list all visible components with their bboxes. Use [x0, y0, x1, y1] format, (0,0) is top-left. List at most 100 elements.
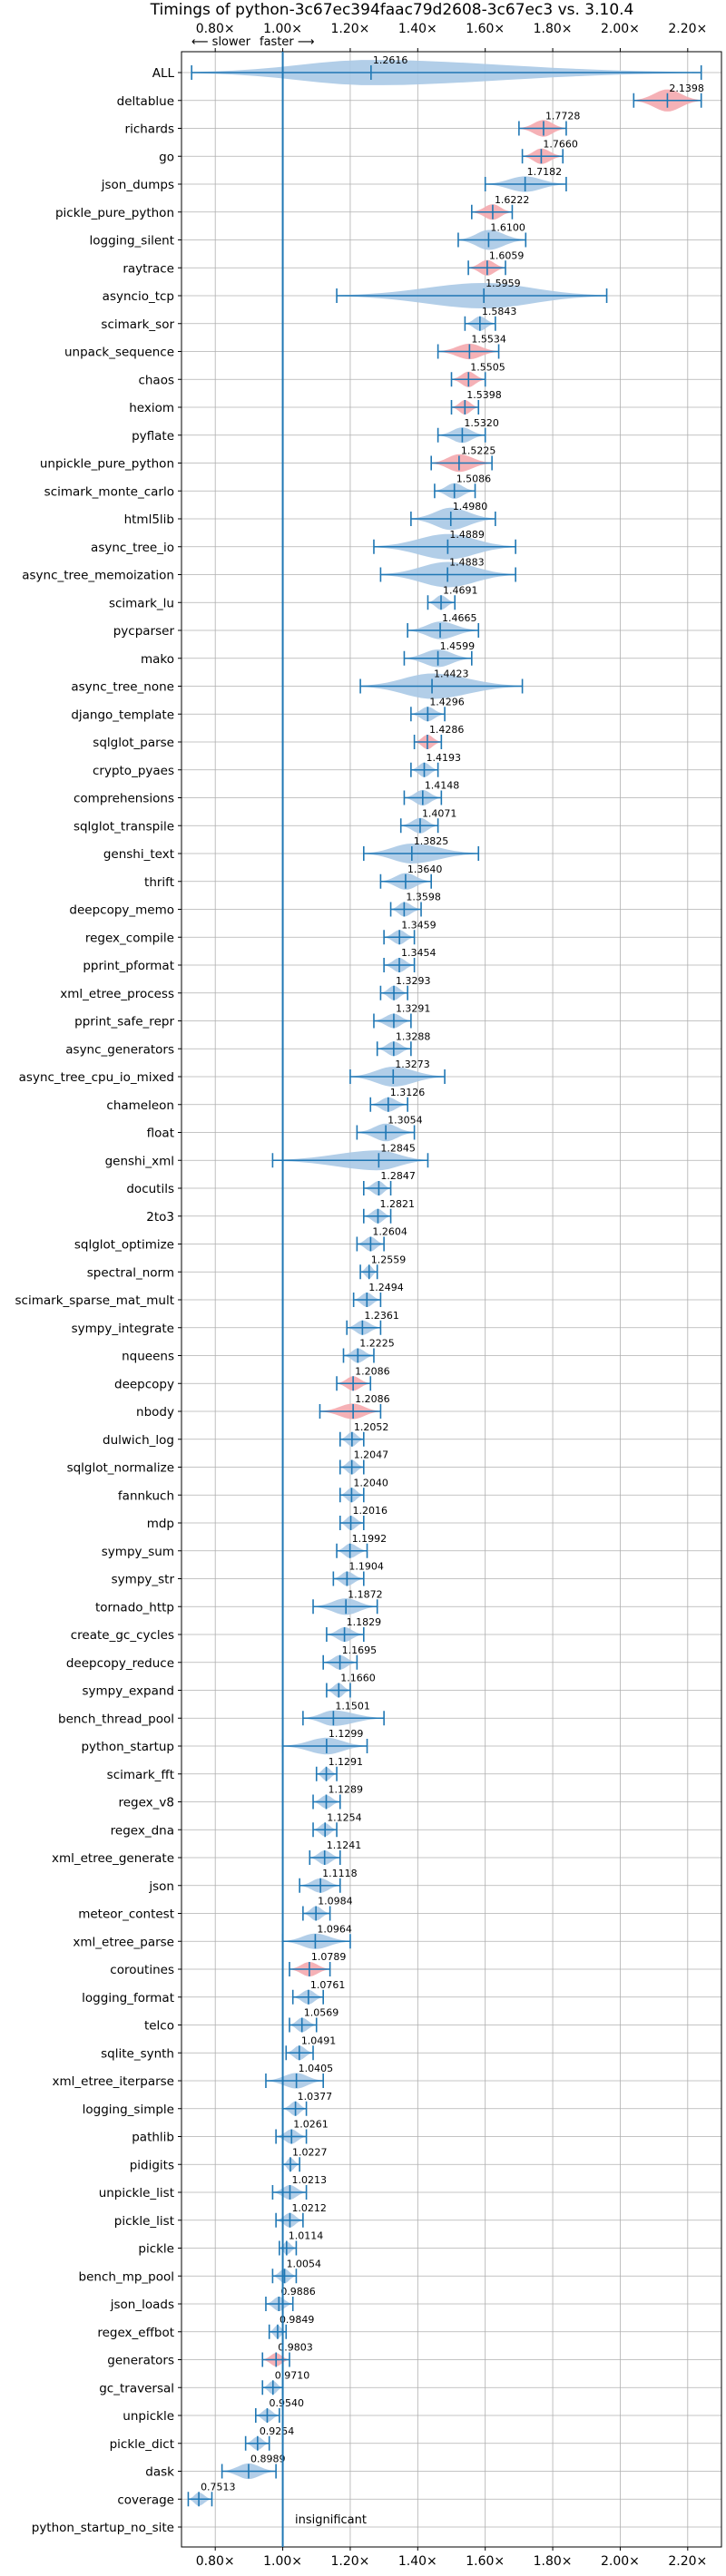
violin-pidigits: 1.0227 [281, 2146, 328, 2172]
category-label: scimark_monte_carlo [44, 484, 174, 499]
category-label: sqlglot_optimize [74, 1238, 174, 1253]
violin-pyflate: 1.5320 [437, 417, 499, 444]
category-label: bench_thread_pool [58, 1712, 174, 1726]
value-label: 1.2225 [359, 1338, 395, 1350]
violin-xml_etree_process: 1.3293 [379, 975, 431, 1000]
value-label: 1.3126 [390, 1087, 426, 1098]
category-label: pathlib [132, 2131, 174, 2145]
category-label: pprint_pformat [83, 959, 174, 973]
violin-sqlglot_normalize: 1.2047 [338, 1449, 389, 1475]
category-label: 2to3 [146, 1210, 174, 1225]
category-label: xml_etree_iterparse [53, 2074, 175, 2089]
violin-xml_etree_generate: 1.1241 [309, 1839, 361, 1865]
violin-regex_effbot: 0.9849 [268, 2314, 315, 2339]
violin-bench_mp_pool: 1.0054 [271, 2258, 322, 2284]
value-label: 1.4980 [453, 501, 487, 512]
category-label: sqlglot_normalize [67, 1461, 174, 1476]
violin-thrift: 1.3640 [379, 864, 442, 890]
violin-pickle_dict: 0.9254 [244, 2425, 295, 2451]
category-label: deepcopy_memo [69, 903, 174, 918]
category-label: dulwich_log [103, 1433, 174, 1448]
x-tick-label-top: 2.20× [668, 22, 707, 36]
value-label: 1.1695 [342, 1644, 378, 1656]
violin-2to3: 1.2821 [363, 1198, 415, 1224]
value-label: 1.6059 [489, 249, 525, 261]
violin-meteor_contest: 1.0984 [302, 1896, 353, 1921]
violin-coverage: 0.7513 [187, 2481, 236, 2507]
value-label: 1.7728 [545, 111, 581, 122]
value-label: 0.8989 [250, 2454, 286, 2465]
category-label: pidigits [130, 2158, 174, 2172]
violin-sqlglot_optimize: 1.2604 [356, 1226, 407, 1252]
value-label: 1.3598 [406, 892, 441, 903]
category-label: scimark_sparse_mat_mult [15, 1293, 174, 1308]
value-label: 1.4296 [429, 696, 465, 707]
category-label: mako [141, 652, 174, 667]
value-label: 0.7513 [201, 2481, 236, 2493]
violin-genshi_xml: 1.2845 [271, 1142, 429, 1171]
category-label: deepcopy [114, 1377, 174, 1391]
value-label: 1.0227 [292, 2146, 328, 2158]
x-tick-label-bottom: 1.80× [534, 2554, 573, 2569]
value-label: 1.1660 [340, 1673, 376, 1684]
violin-ALL: 1.2616 [191, 54, 702, 85]
value-label: 1.5320 [464, 417, 499, 429]
value-label: 0.9849 [280, 2314, 315, 2326]
value-label: 1.3291 [396, 1003, 431, 1015]
value-label: 0.9254 [260, 2425, 295, 2437]
category-label: async_generators [65, 1042, 174, 1057]
violin-deepcopy: 1.2086 [336, 1365, 390, 1391]
violin-html5lib: 1.4980 [410, 501, 496, 531]
value-label: 1.4071 [422, 807, 457, 819]
violin-gc_traversal: 0.9710 [261, 2369, 309, 2395]
violin-pprint_pformat: 1.3454 [383, 947, 437, 972]
category-label: regex_compile [85, 931, 174, 945]
value-label: 1.0789 [311, 1951, 347, 1963]
violin-sympy_expand: 1.1660 [326, 1673, 376, 1698]
value-label: 1.0054 [287, 2258, 322, 2269]
category-label: gc_traversal [99, 2381, 174, 2395]
violin-json_dumps: 1.7182 [484, 166, 567, 192]
violin-fannkuch: 1.2040 [338, 1477, 388, 1503]
category-label: sqlglot_transpile [74, 819, 174, 834]
value-label: 1.5534 [471, 334, 506, 346]
violin-async_tree_io: 1.4889 [373, 529, 516, 560]
value-label: 1.5398 [466, 389, 502, 401]
value-label: 1.0761 [310, 1979, 346, 1991]
category-label: chaos [138, 373, 174, 387]
category-label: unpickle_list [99, 2186, 174, 2200]
category-label: go [159, 150, 174, 164]
category-label: pycparser [113, 624, 175, 639]
value-label: 1.4193 [426, 752, 461, 764]
violin-chaos: 1.5505 [450, 361, 505, 387]
x-tick-label-bottom: 0.80× [196, 2554, 235, 2569]
category-label: generators [107, 2354, 174, 2368]
violin-coroutines: 1.0789 [289, 1951, 346, 1976]
value-label: 1.3825 [414, 835, 449, 847]
value-label: 1.2604 [372, 1226, 407, 1238]
value-label: 1.5225 [461, 445, 496, 457]
category-label: xml_etree_process [60, 987, 174, 1001]
value-label: 0.9540 [269, 2397, 304, 2409]
x-tick-label-top: 1.40× [398, 22, 437, 36]
violin-deepcopy_reduce: 1.1695 [322, 1644, 378, 1670]
category-label: coverage [117, 2493, 174, 2507]
category-label: thrift [144, 875, 174, 890]
category-label: nqueens [122, 1350, 174, 1364]
violin-logging_format: 1.0761 [291, 1979, 346, 2005]
violin-richards: 1.7728 [518, 111, 581, 137]
value-label: 1.1291 [329, 1756, 364, 1768]
value-label: 1.2047 [354, 1449, 389, 1461]
violin-spectral_norm: 1.2559 [359, 1254, 406, 1280]
grid [182, 52, 721, 2547]
category-label: deltablue [117, 94, 174, 109]
violin-pickle_pure_python: 1.6222 [471, 194, 529, 220]
violin-unpickle_pure_python: 1.5225 [430, 445, 496, 473]
value-label: 1.1241 [327, 1839, 362, 1851]
x-tick-label-top: 1.80× [534, 22, 573, 36]
violin-xml_etree_iterparse: 1.0405 [265, 2063, 333, 2089]
violin-scimark_sparse_mat_mult: 1.2494 [352, 1282, 404, 1307]
value-label: 1.1289 [328, 1784, 363, 1796]
category-label: async_tree_io [91, 541, 174, 555]
value-label: 0.9886 [280, 2286, 316, 2298]
